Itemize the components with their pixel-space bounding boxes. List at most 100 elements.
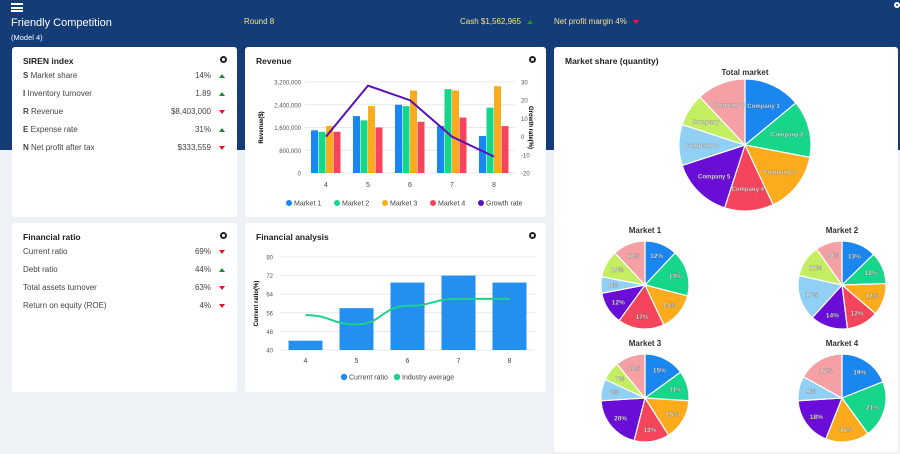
slice-label: 15% (666, 412, 679, 419)
slice-label: Company 6 (685, 144, 718, 150)
pie-slice-company-2 (743, 102, 812, 159)
slice-label: 6% (609, 283, 619, 290)
legend-marker (393, 373, 401, 381)
metric-row: Total assets turnover 63% (23, 283, 225, 295)
gear-icon[interactable] (529, 232, 536, 239)
bar-market-1 (437, 126, 444, 173)
trend-up-icon (219, 128, 225, 132)
settings-icon[interactable] (894, 2, 900, 8)
metric-label: Total assets turnover (23, 283, 97, 292)
metric-row: E Expense rate 31% (23, 125, 225, 137)
pie-slice-company-5 (600, 397, 646, 442)
industry-average-line (305, 297, 510, 326)
metric-letter: S (23, 71, 29, 80)
metric-label: Inventory turnover (27, 89, 92, 98)
legend-marker (334, 200, 340, 206)
y2-tick-label: 20 (521, 99, 528, 105)
model-label: (Model 4) (11, 33, 43, 42)
card-title: Market share (quantity) (565, 56, 659, 66)
pie-slice-company-3 (825, 396, 869, 443)
trend-up-icon (526, 19, 533, 24)
legend-label: Market 3 (390, 201, 417, 208)
slice-label: 13% (848, 253, 861, 260)
x-tick-label: 7 (450, 182, 454, 189)
slice-label: 7% (615, 376, 625, 383)
bar-market-3 (410, 90, 417, 173)
trend-down-icon (219, 304, 225, 308)
x-tick-label: 4 (324, 182, 328, 189)
trend-down-icon (219, 110, 225, 114)
siren-card: SIREN index S Market share 14% I Inventory… (12, 47, 237, 217)
pie-slice-company-5 (797, 397, 843, 440)
legend-label: Current ratio (349, 375, 388, 382)
bar-current-ratio (492, 282, 527, 350)
gear-icon[interactable] (220, 56, 227, 63)
slice-label: 11% (669, 387, 682, 394)
financial-analysis-card: Financial analysis 40 48 56 64 72 80 4 5 6 7 8 Curr… (245, 223, 546, 392)
bar-market-4 (375, 127, 383, 173)
gear-icon[interactable] (220, 232, 227, 239)
y-tick-label: 3,200,000 (274, 81, 301, 87)
pie-slice-company-3 (743, 144, 811, 206)
menu-icon[interactable] (11, 3, 23, 12)
metric-value: $333,559 (177, 143, 211, 152)
metric-letter: R (23, 107, 29, 116)
y-tick-label: 0 (298, 172, 302, 178)
slice-label: 14% (663, 303, 676, 310)
gear-icon[interactable] (529, 56, 536, 63)
pie-slice-company-6 (797, 274, 844, 319)
y2-tick-label: 30 (521, 81, 528, 87)
slice-label: Company 2 (771, 133, 804, 139)
slice-label: 9% (806, 389, 816, 396)
bar-market-2 (402, 106, 410, 173)
slice-label: 12% (650, 253, 663, 260)
slice-label: 13% (643, 427, 656, 434)
bar-market-3 (368, 106, 375, 173)
legend-marker (478, 200, 484, 206)
slice-label: Company 5 (698, 174, 731, 180)
trend-up-icon (219, 74, 225, 78)
metric-row: I Inventory turnover 1.89 (23, 89, 225, 101)
pie-slice-company-2 (643, 252, 690, 297)
bar-current-ratio (339, 308, 374, 350)
metric-label: Net profit after tax (31, 143, 95, 152)
slice-label: 20% (614, 416, 627, 423)
slice-label: 12% (850, 310, 863, 317)
pie-title: Market 2 (826, 226, 859, 235)
bar-market-1 (395, 104, 402, 173)
slice-label: 10% (826, 252, 839, 259)
pie-slice-company-1 (841, 353, 884, 399)
x-tick-label: 4 (304, 358, 308, 365)
y-tick-label: 40 (266, 349, 273, 355)
trend-down-icon (219, 286, 225, 290)
y-tick-label: 1,600,000 (274, 126, 301, 132)
slice-label: 12% (865, 293, 878, 300)
slice-label: 16% (839, 427, 852, 434)
metric-row: S Market share 14% (23, 71, 225, 83)
financial-ratio-card: Financial ratio Current ratio 69% Debt rat… (12, 223, 237, 392)
card-title: Financial ratio (23, 232, 81, 242)
metric-row: Debt ratio 44% (23, 265, 225, 277)
bar-current-ratio (288, 340, 323, 350)
pie-slice-company-8 (616, 353, 646, 400)
pie-slice-company-8 (802, 353, 843, 400)
x-tick-label: 7 (457, 358, 461, 365)
revenue-chart: 0 800,000 1,600,000 2,400,000 3,200,000 -20 -1… (259, 81, 533, 208)
app-title: Friendly Competition (11, 17, 112, 29)
metric-value: 31% (194, 125, 211, 134)
y-tick-label: 80 (266, 256, 273, 262)
card-title: SIREN index (23, 56, 74, 66)
legend-label: Market 1 (294, 201, 321, 208)
bar-market-3 (326, 126, 333, 173)
y-tick-label: 2,400,000 (274, 103, 301, 109)
legend-marker (430, 200, 436, 206)
metric-value: 44% (194, 265, 211, 274)
y-tick-label: 800,000 (279, 149, 301, 155)
revenue-card: Revenue 0 800,000 1,600,000 2,400,000 3,200,… (245, 47, 546, 217)
bar-market-1 (353, 116, 360, 173)
metric-label: Current ratio (23, 247, 68, 256)
trend-up-icon (219, 92, 225, 96)
trend-down-icon (632, 19, 639, 24)
pie-slice-company-1 (744, 78, 797, 147)
